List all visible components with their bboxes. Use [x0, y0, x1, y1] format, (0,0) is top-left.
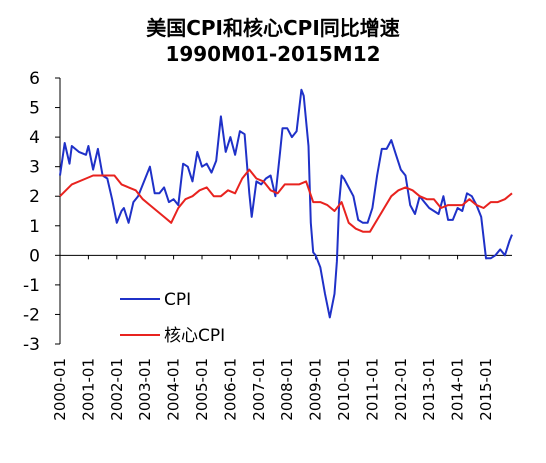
x-tick-label: 2001-01 — [79, 358, 97, 421]
x-tick-label: 2004-01 — [165, 358, 183, 421]
y-tick-label: 3 — [29, 158, 40, 178]
x-tick-label: 2012-01 — [392, 358, 410, 421]
y-tick-label: 4 — [29, 128, 40, 148]
y-tick-label: 6 — [29, 69, 40, 89]
chart-title: 美国CPI和核心CPI同比增速 — [146, 16, 400, 40]
x-tick-label: 2014-01 — [449, 358, 467, 421]
series-line-cpi — [59, 88, 513, 319]
x-tick-label: 2015-01 — [477, 358, 495, 421]
legend-label: 核心CPI — [164, 326, 225, 346]
x-tick-label: 2011-01 — [363, 358, 381, 421]
x-tick-label: 2013-01 — [420, 358, 438, 421]
y-tick-label: -1 — [23, 276, 40, 296]
x-tick-label: 2002-01 — [108, 358, 126, 421]
y-axis: 6 5 4 3 2 1 0 -1 -2 -3 — [23, 69, 61, 355]
chart-subtitle: 1990M01-2015M12 — [165, 42, 381, 66]
x-tick-label: 2008-01 — [278, 358, 296, 421]
y-tick-label: 0 — [29, 246, 40, 266]
y-tick-label: -2 — [23, 305, 40, 325]
x-axis: 2000-01 2001-01 2002-01 2003-01 2004-01 2005-… — [51, 254, 512, 421]
y-tick-label: -3 — [23, 335, 40, 355]
x-tick-label: 2006-01 — [221, 358, 239, 421]
y-tick-label: 5 — [29, 99, 40, 119]
legend-label: CPI — [164, 290, 191, 310]
y-tick-label: 2 — [29, 187, 40, 207]
series-lines — [59, 88, 513, 319]
x-tick-label: 2005-01 — [193, 358, 211, 421]
x-tick-label: 2000-01 — [51, 358, 69, 421]
y-tick-label: 1 — [29, 217, 40, 237]
x-tick-label: 2009-01 — [307, 358, 325, 421]
legend: CPI 核心CPI — [120, 290, 225, 346]
x-tick-label: 2010-01 — [335, 358, 353, 421]
x-tick-label: 2007-01 — [250, 358, 268, 421]
x-tick-label: 2003-01 — [136, 358, 154, 421]
series-line-core-cpi — [59, 168, 513, 233]
